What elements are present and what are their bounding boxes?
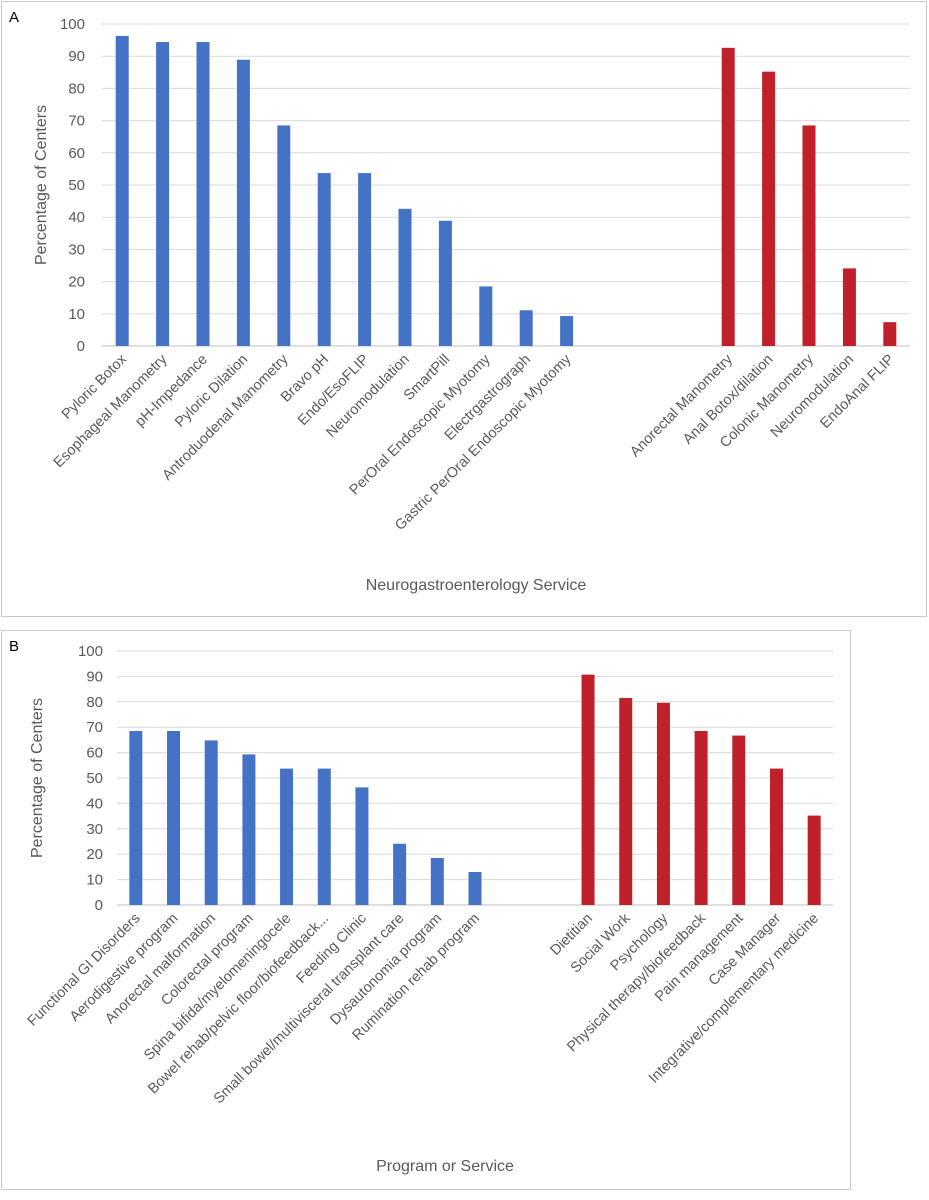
panel-letter-a: A [9,9,20,26]
bar-b [807,815,821,905]
y-tick-label-b: 50 [86,770,103,787]
y-tick-label-a: 10 [68,306,85,323]
bar-a [883,322,897,346]
bar-b [129,731,143,905]
y-tick-label-a: 50 [68,177,85,194]
bar-b [355,787,369,905]
bar-b [393,843,407,905]
y-tick-label-b: 90 [86,668,103,685]
chart-panel-b: B 0 10 20 30 40 50 60 70 80 90 100 Functional GI D… [1,630,851,1190]
category-label-a: Endo/EsoFLIP [295,352,372,429]
bar-a [317,173,331,346]
y-axis-title-a: Percentage of Centers [33,105,50,265]
panel-letter-b: B [9,638,20,655]
bar-b [656,702,670,905]
y-tick-label-a: 60 [68,145,85,162]
bar-b [619,697,633,905]
y-tick-label-b: 0 [95,897,103,914]
bar-b [581,674,595,905]
y-tick-label-b: 70 [86,719,103,736]
y-axis-title-b: Percentage of Centers [29,698,46,858]
y-tick-label-b: 30 [86,821,103,838]
bar-b [204,740,218,905]
chart-panel-a: A 0 10 20 30 40 50 60 70 80 90 100 Pyloric Botox Es… [1,1,927,617]
bar-b [167,731,181,905]
y-tick-label-b: 100 [78,643,103,660]
bar-a [721,47,735,346]
bar-a [156,42,170,346]
bar-b [694,731,708,905]
bar-a [842,268,856,346]
y-tick-label-a: 30 [68,241,85,258]
bar-a [236,59,250,346]
y-tick-label-b: 10 [86,872,103,889]
y-tick-label-a: 40 [68,209,85,226]
y-tick-label-b: 80 [86,694,103,711]
bar-b [317,768,331,905]
bar-a [277,125,291,347]
bar-b [430,858,444,905]
x-axis-title-a: Neurogastroenterology Service [366,577,587,594]
bar-b [280,768,294,905]
bar-b [468,871,482,905]
bar-b [732,735,746,905]
y-tick-label-b: 40 [86,795,103,812]
y-tick-label-b: 20 [86,846,103,863]
y-tick-label-a: 100 [60,16,85,33]
bar-a [519,310,533,346]
category-label-a: EndoAnal FLIP [817,352,897,432]
bar-b [242,754,256,905]
bar-a [479,286,493,346]
y-tick-label-b: 60 [86,745,103,762]
bar-a [196,42,210,346]
x-axis-title-b: Program or Service [376,1158,514,1175]
y-tick-label-a: 80 [68,80,85,97]
bar-a [802,125,816,347]
bar-a [398,208,412,346]
bar-b [769,768,783,905]
bar-a [560,316,574,346]
category-label-a: pH-Impedance [132,352,211,431]
y-tick-label-a: 0 [77,338,85,355]
y-tick-label-a: 90 [68,48,85,65]
y-tick-label-a: 20 [68,274,85,291]
y-tick-label-a: 70 [68,113,85,130]
bar-a [438,220,452,346]
bar-a [358,173,372,346]
bar-a [762,71,776,346]
bar-a [115,35,129,346]
